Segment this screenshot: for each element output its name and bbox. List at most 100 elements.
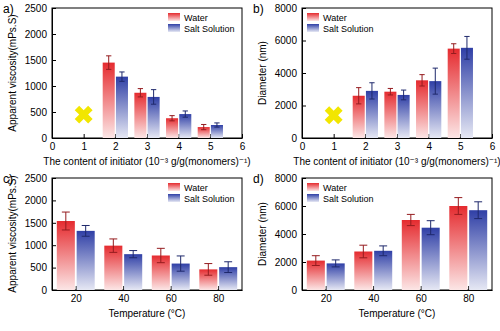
error-bar	[151, 90, 156, 105]
legend-label: Water	[184, 13, 208, 23]
y-tick: 2500	[25, 3, 56, 14]
x-axis-line	[303, 290, 493, 291]
y-axis: 05001000150020002500	[25, 3, 56, 144]
y-tick-label: 8000	[275, 173, 298, 184]
error-bar	[214, 123, 219, 127]
legend-label: Water	[323, 13, 347, 23]
y-tick-mark	[52, 8, 56, 9]
plot-area	[70, 56, 223, 138]
y-tick-label: 4000	[275, 68, 298, 79]
bar	[77, 231, 95, 290]
x-tick-mark	[84, 134, 85, 138]
legend-label: Water	[184, 183, 208, 193]
y-axis-title: Apparent viscosity(mPs.S)	[7, 14, 18, 131]
y-tick-label: 1000	[25, 81, 48, 92]
error-bar	[451, 44, 456, 54]
legend-label: Salt Solution	[184, 24, 235, 34]
x-axis-line	[53, 138, 243, 139]
y-tick: 4000	[275, 229, 306, 240]
x-tick-label: 0	[50, 141, 56, 152]
y-tick-label: 6000	[275, 35, 298, 46]
bar	[448, 49, 460, 138]
x-axis-line	[303, 138, 493, 139]
y-tick-label: 1500	[25, 218, 48, 229]
x-tick-label: 0	[300, 141, 306, 152]
y-tick-mark	[302, 290, 306, 291]
x-tick-mark	[373, 286, 374, 290]
error-bar	[106, 56, 111, 70]
error-bar	[109, 239, 117, 252]
error-bar	[474, 202, 482, 219]
y-axis: 0 2000 4000 6000 8000	[275, 173, 306, 296]
legend-swatch	[307, 24, 319, 32]
bar	[57, 221, 75, 290]
y-tick-label: 1000	[25, 240, 48, 251]
y-tick-label: 2000	[275, 257, 298, 268]
y-tick: 1000	[25, 240, 56, 251]
bar	[461, 48, 473, 138]
error-bar	[119, 72, 124, 81]
x-tick-mark	[171, 286, 172, 290]
y-tick-mark	[52, 34, 56, 35]
x-tick-label: 40	[118, 293, 130, 304]
x-tick-label: 3	[145, 141, 151, 152]
y-axis: 05001000150020002500	[25, 173, 56, 296]
plot-frame	[302, 8, 492, 138]
x-tick-label: 60	[416, 293, 428, 304]
y-tick-mark	[302, 8, 306, 9]
y-axis-line	[52, 179, 53, 291]
x-tick-mark	[334, 134, 335, 138]
x-tick-mark	[326, 286, 327, 290]
y-tick: 0	[291, 133, 306, 144]
y-tick: 1500	[25, 55, 56, 66]
error-bar	[177, 256, 185, 271]
bar	[416, 80, 428, 138]
plot-area	[57, 212, 237, 290]
legend: WaterSalt Solution	[307, 13, 374, 34]
plot-frame	[52, 178, 242, 290]
bar	[134, 93, 146, 138]
error-bar	[379, 246, 387, 256]
y-axis-title: Diameter (nm)	[257, 202, 268, 266]
x-tick-label: 20	[321, 293, 333, 304]
x-tick-label: 1	[81, 141, 87, 152]
y-tick: 6000	[275, 35, 306, 46]
error-bar	[419, 75, 424, 86]
y-tick: 2000	[25, 195, 56, 206]
bar	[116, 77, 128, 138]
error-bar	[454, 198, 462, 215]
y-tick: 2000	[275, 100, 306, 111]
legend-swatch	[168, 24, 180, 32]
plot-frame	[52, 8, 242, 138]
x-tick: 1	[331, 134, 337, 152]
error-bar	[356, 88, 361, 104]
legend-swatch	[168, 183, 180, 191]
figure: 012345605001000150020002500a)The content…	[0, 0, 500, 331]
y-tick: 0	[41, 285, 56, 296]
legend: WaterSalt Solution	[307, 183, 374, 204]
marker	[70, 101, 97, 128]
y-tick-label: 0	[291, 285, 297, 296]
y-tick: 2000	[25, 29, 56, 40]
y-tick: 6000	[275, 201, 306, 212]
bar	[422, 228, 440, 290]
x-tick-mark	[76, 286, 77, 290]
y-tick-label: 500	[30, 262, 47, 273]
y-tick-mark	[52, 138, 56, 139]
y-tick: 8000	[275, 173, 306, 184]
legend-label: Salt Solution	[323, 194, 374, 204]
panel-title: d)	[253, 172, 264, 186]
y-tick: 1500	[25, 218, 56, 229]
y-tick-label: 0	[41, 285, 47, 296]
y-tick: 2000	[275, 257, 306, 268]
y-tick-label: 8000	[275, 3, 298, 14]
error-bar	[427, 221, 435, 235]
x-tick: 6	[240, 134, 246, 152]
error-bar	[157, 248, 165, 262]
bar	[398, 95, 410, 138]
plot-area	[320, 36, 473, 138]
x-tick-mark	[468, 286, 469, 290]
y-tick-label: 0	[291, 133, 297, 144]
y-tick: 0	[291, 285, 306, 296]
panel: 2040608005001000150020002500c)Temperatur…	[3, 172, 243, 319]
